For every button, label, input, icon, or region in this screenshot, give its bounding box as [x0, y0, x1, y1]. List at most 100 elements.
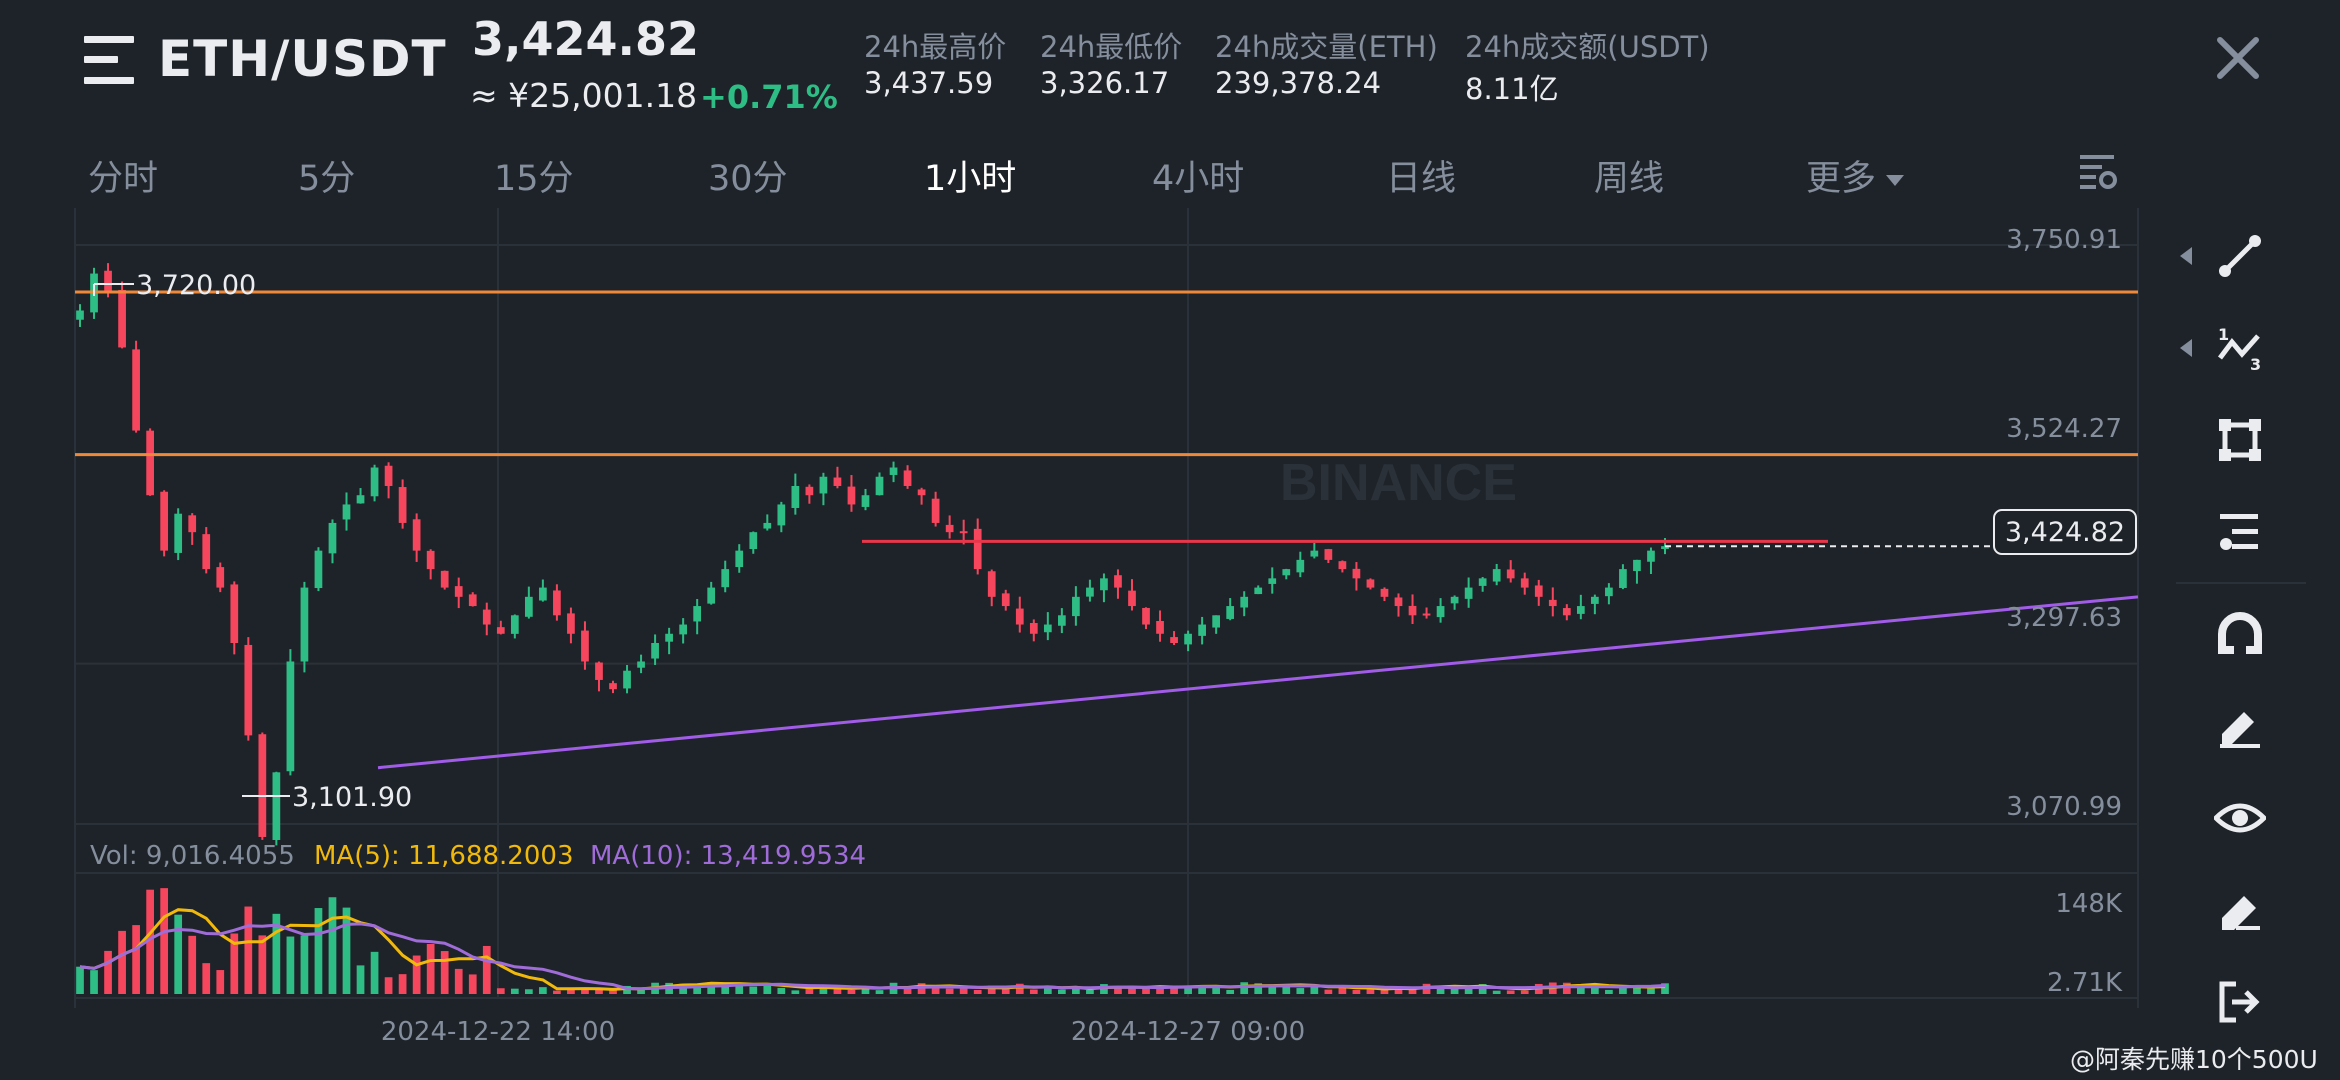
candle-body [1324, 549, 1333, 560]
volume-bar [1366, 989, 1375, 994]
fibonacci-tool[interactable] [2200, 492, 2280, 572]
candle-body [1072, 596, 1080, 617]
volume-bar [384, 977, 393, 994]
candle-body [1058, 615, 1066, 626]
volume-bar [118, 930, 126, 994]
candle-body [118, 289, 126, 348]
candle-body [805, 486, 814, 496]
candle-body [1114, 575, 1122, 588]
candle-body [412, 519, 421, 551]
candle-body [1226, 606, 1235, 619]
tab-weekly[interactable]: 周线 [1594, 159, 1665, 199]
candle-body [1142, 607, 1150, 625]
magnet-tool[interactable] [2200, 594, 2280, 674]
rectangle-tool[interactable] [2200, 400, 2280, 480]
volume-bar [1492, 990, 1501, 994]
candle-body [370, 467, 379, 497]
price-axis-label: 3,297.63 [2006, 603, 2122, 633]
brush-tool[interactable] [2200, 686, 2280, 766]
volume-bar [1633, 985, 1641, 994]
candle-body [1436, 606, 1445, 618]
candlestick-chart[interactable]: BINANCE 3,750.91 3,524.27 3,297.63 3,070… [0, 208, 2160, 1080]
volume-bar [1268, 985, 1277, 994]
volume-bar [1591, 985, 1599, 994]
candle-body [1170, 637, 1178, 644]
volume-bar [482, 945, 491, 994]
tab-1h[interactable]: 1小时 [924, 159, 1017, 199]
rectangle-icon [2219, 419, 2261, 461]
ma10-line [79, 922, 1666, 991]
candle-body [244, 644, 253, 736]
candle-body [398, 487, 407, 523]
footer-credit: @阿秦先赚10个500U [2070, 1045, 2318, 1074]
candle-body [1492, 569, 1501, 582]
candle-body [384, 465, 393, 486]
tab-4h[interactable]: 4小时 [1152, 159, 1245, 199]
volume-bar [496, 988, 505, 994]
candle-body [1562, 608, 1571, 616]
trend-line-tool[interactable] [2200, 216, 2280, 296]
volume-bar [1408, 987, 1417, 994]
pair-title[interactable]: ETH/USDT [158, 30, 447, 88]
candle-body [1394, 597, 1403, 607]
volume-bar [749, 986, 758, 994]
expand-arrow-icon[interactable] [2180, 339, 2192, 357]
volume-bar [1647, 988, 1655, 994]
volume-axis-label: 148K [2055, 889, 2123, 919]
candle-body [1254, 587, 1263, 595]
visibility-tool[interactable] [2200, 778, 2280, 858]
candle-body [917, 489, 926, 496]
candle-body [609, 683, 617, 690]
volume-bar [272, 913, 281, 994]
tab-30m[interactable]: 30分 [708, 159, 788, 199]
candle-body [1212, 615, 1221, 628]
candle-body [1240, 596, 1249, 608]
volume-legend-ma10: MA(10): 13,419.9534 [590, 841, 866, 871]
volume-bar [300, 935, 309, 994]
candle-body [482, 609, 491, 625]
volume-bar [875, 990, 884, 994]
volume-bar [1296, 988, 1305, 994]
tab-5m[interactable]: 5分 [298, 159, 356, 199]
candle-body [1576, 606, 1585, 614]
price-axis-label: 3,750.91 [2006, 225, 2122, 255]
stat-label-low: 24h最低价 [1040, 30, 1183, 64]
close-icon[interactable] [2210, 30, 2266, 86]
eraser-tool[interactable] [2200, 870, 2280, 950]
tab-timeline[interactable]: 分时 [88, 159, 159, 199]
volume-bar [581, 988, 589, 994]
volume-bar [356, 965, 365, 994]
tab-daily[interactable]: 日线 [1386, 159, 1457, 199]
tab-more[interactable]: 更多 [1806, 150, 1905, 201]
fibonacci-icon [2220, 514, 2258, 550]
candle-body [1156, 621, 1164, 634]
volume-bar [931, 987, 940, 994]
candle-body [174, 513, 183, 553]
volume-bar [314, 908, 323, 994]
candle-body [216, 567, 225, 588]
volume-bar [90, 970, 98, 994]
volume-bar [1661, 983, 1669, 994]
exit-tool[interactable] [2200, 962, 2280, 1042]
candle-body [1015, 608, 1024, 625]
high-annotation: 3,720.00 [93, 270, 256, 301]
volume-bar [1478, 984, 1487, 994]
candle-body [342, 504, 351, 520]
eraser-icon [2222, 896, 2260, 930]
volume-bar [609, 990, 617, 994]
time-axis-label: 2024-12-27 09:00 [1071, 1017, 1305, 1047]
candle-body [1029, 622, 1038, 634]
tab-15m[interactable]: 15分 [494, 159, 574, 199]
candle-body [1633, 559, 1641, 572]
chart-settings-icon[interactable] [2078, 152, 2118, 192]
candle-body [1338, 561, 1347, 570]
candle-body [1198, 624, 1206, 636]
volume-bar [202, 963, 211, 994]
volume-bar [1310, 984, 1319, 994]
candle-body [651, 643, 659, 659]
menu-icon[interactable] [84, 36, 134, 84]
volume-bar [412, 955, 421, 994]
expand-arrow-icon[interactable] [2180, 247, 2192, 265]
volume-bar [637, 989, 645, 994]
